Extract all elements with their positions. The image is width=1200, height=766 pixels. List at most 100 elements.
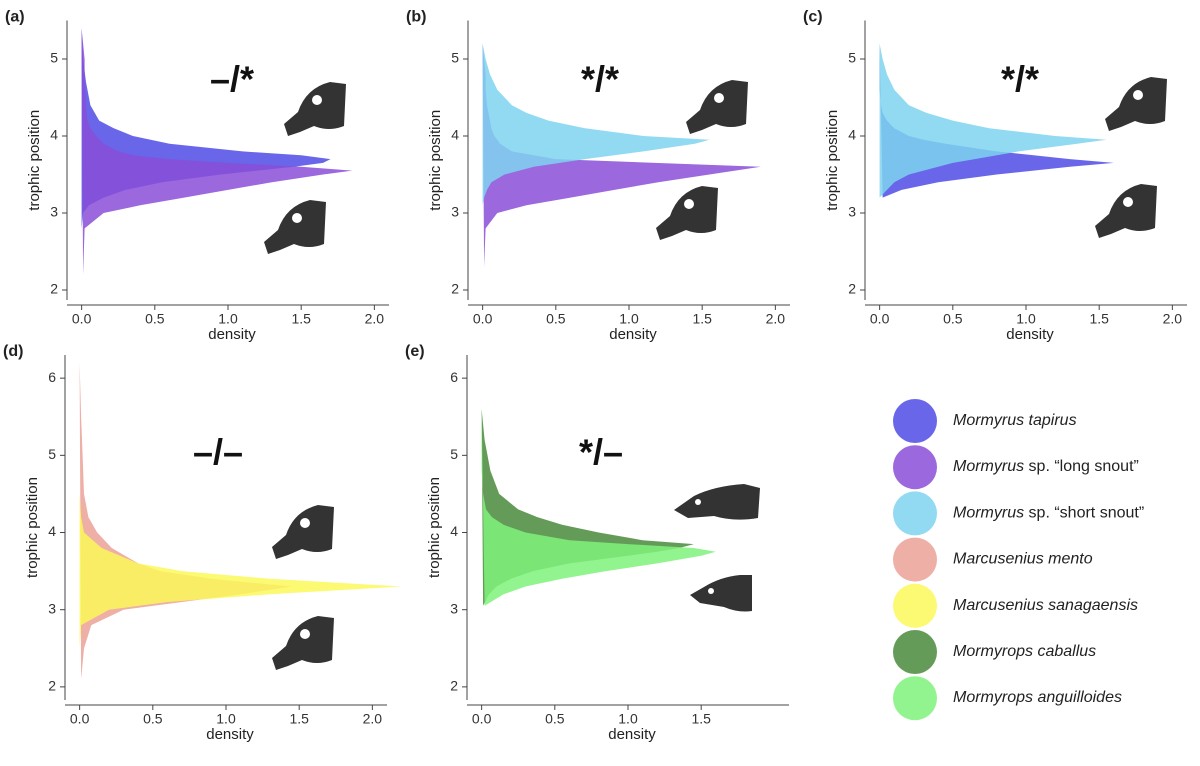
- legend-label: Mormyrus tapirus: [953, 412, 1077, 429]
- y-tick-label: 5: [50, 50, 58, 66]
- legend-swatch: [893, 537, 937, 582]
- legend-swatch: [893, 583, 937, 628]
- y-axis-label: trophic position: [24, 477, 41, 578]
- x-tick-label: 1.5: [692, 311, 712, 327]
- x-tick-label: 1.5: [691, 711, 711, 727]
- legend-swatch: [893, 630, 937, 674]
- y-axis-label: trophic position: [824, 110, 841, 211]
- x-axis-label: density: [208, 326, 256, 343]
- fish-icon: [284, 82, 346, 136]
- legend-label: Mormyrus sp. “short snout”: [953, 505, 1144, 522]
- x-tick-label: 0.5: [545, 711, 565, 727]
- legend: Mormyrus tapirus Mormyrus sp. “long snout…: [893, 399, 1144, 721]
- x-tick-label: 2.0: [363, 711, 383, 727]
- x-axis-label: density: [608, 726, 656, 743]
- significance-annotation: */*: [1001, 59, 1039, 100]
- legend-label: Mormyrops caballus: [953, 643, 1096, 660]
- y-axis-label: trophic position: [26, 110, 43, 211]
- x-tick-label: 0.5: [943, 311, 963, 327]
- y-tick-label: 3: [451, 204, 459, 220]
- panel-label: (c): [803, 9, 823, 26]
- y-tick-label: 3: [450, 600, 458, 616]
- fish-icon: [1105, 77, 1167, 131]
- significance-annotation: –/–: [193, 432, 243, 473]
- y-tick-label: 6: [48, 369, 56, 385]
- density-area: [79, 362, 402, 680]
- panel: 2 3 4 5 0.0 0.5 1.0 1.5 2.0 density trophic positi…: [5, 9, 389, 343]
- significance-annotation: */–: [579, 432, 623, 473]
- y-axis-label: trophic position: [427, 110, 444, 211]
- density-area: [482, 43, 710, 267]
- panel: 2 3 4 5 0.0 0.5 1.0 1.5 2.0 density trophic positi…: [406, 9, 790, 343]
- x-axis-label: density: [1006, 326, 1054, 343]
- x-tick-label: 1.0: [1016, 311, 1036, 327]
- y-tick-label: 3: [50, 204, 58, 220]
- fish-icon: [1095, 184, 1157, 238]
- y-tick-label: 5: [848, 50, 856, 66]
- y-tick-label: 2: [451, 281, 459, 297]
- y-tick-label: 5: [451, 50, 459, 66]
- x-tick-label: 2.0: [1163, 311, 1183, 327]
- fish-icon: [686, 80, 748, 134]
- panel: 2 3 4 5 6 0.0 0.5 1.0 1.5 density trophic position…: [405, 343, 789, 743]
- fish-icon: [272, 616, 334, 670]
- y-tick-label: 4: [848, 127, 856, 143]
- panel-label: (e): [405, 343, 425, 360]
- density-area: [81, 28, 331, 275]
- y-tick-label: 6: [450, 369, 458, 385]
- fish-icon: [264, 200, 326, 254]
- y-tick-label: 2: [50, 281, 58, 297]
- panel-label: (d): [3, 343, 23, 360]
- x-axis-label: density: [609, 326, 657, 343]
- x-tick-label: 1.0: [218, 311, 238, 327]
- x-tick-label: 2.0: [766, 311, 786, 327]
- y-tick-label: 2: [450, 678, 458, 694]
- density-area: [879, 43, 1107, 198]
- x-tick-label: 2.0: [365, 311, 385, 327]
- x-tick-label: 0.0: [70, 711, 90, 727]
- x-tick-label: 0.0: [72, 311, 92, 327]
- y-tick-label: 4: [50, 127, 58, 143]
- y-tick-label: 2: [848, 281, 856, 297]
- y-tick-label: 4: [451, 127, 459, 143]
- y-tick-label: 4: [48, 523, 56, 539]
- significance-annotation: –/*: [210, 59, 254, 100]
- legend-label: Marcusenius sanagaensis: [953, 597, 1138, 614]
- x-tick-label: 0.0: [472, 711, 492, 727]
- density-area: [481, 409, 716, 606]
- y-tick-label: 3: [848, 204, 856, 220]
- fish-icons: [264, 77, 1167, 670]
- x-tick-label: 0.5: [145, 311, 165, 327]
- fish-icon: [674, 484, 760, 520]
- fish-icon: [690, 575, 752, 612]
- density-area: [79, 362, 292, 680]
- y-tick-label: 3: [48, 600, 56, 616]
- x-tick-label: 1.0: [619, 311, 639, 327]
- x-tick-label: 1.0: [216, 711, 236, 727]
- significance-annotation: */*: [581, 59, 619, 100]
- y-tick-label: 2: [48, 678, 56, 694]
- x-tick-label: 0.5: [143, 711, 163, 727]
- x-tick-label: 0.5: [546, 311, 566, 327]
- panel-label: (b): [406, 9, 426, 26]
- fish-icon: [656, 186, 718, 240]
- legend-label: Mormyrus sp. “long snout”: [953, 458, 1139, 475]
- x-tick-label: 0.0: [870, 311, 890, 327]
- panel-label: (a): [5, 9, 25, 26]
- legend-label: Marcusenius mento: [953, 551, 1093, 568]
- panel: 2 3 4 5 6 0.0 0.5 1.0 1.5 2.0 density trophic posit…: [3, 343, 402, 743]
- y-tick-label: 4: [450, 523, 458, 539]
- legend-swatch: [893, 445, 937, 490]
- y-tick-label: 5: [450, 446, 458, 462]
- fish-icon: [272, 505, 334, 559]
- x-axis-label: density: [206, 726, 254, 743]
- y-tick-label: 5: [48, 446, 56, 462]
- panel: 2 3 4 5 0.0 0.5 1.0 1.5 2.0 density trophic positi…: [803, 9, 1187, 343]
- x-tick-label: 1.5: [289, 711, 309, 727]
- x-tick-label: 1.5: [291, 311, 311, 327]
- legend-swatch: [893, 399, 937, 443]
- legend-swatch: [893, 676, 937, 721]
- x-tick-label: 1.5: [1089, 311, 1109, 327]
- x-tick-label: 0.0: [473, 311, 493, 327]
